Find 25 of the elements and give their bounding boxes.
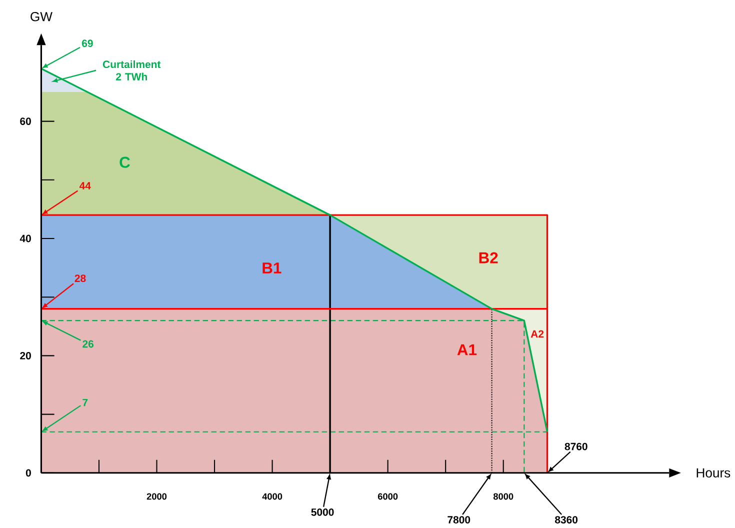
x-tick-label: 8000 [493,493,514,500]
y-tick-label: 40 [20,234,31,242]
y-tick-label: 20 [20,352,31,360]
annotation: 69 [82,40,93,48]
y-tick-label: 60 [20,118,31,126]
annotation: 26 [82,340,94,348]
annotation: 28 [74,274,86,282]
annotation: 8360 [555,516,578,524]
annotation: 7800 [448,516,470,524]
annotation: 44 [79,182,91,190]
annotation: A2 [530,330,544,338]
annotation: B2 [479,252,498,264]
annotation: A1 [457,344,477,356]
x-axis-title: Hours [696,468,730,478]
annotation: B1 [262,262,282,274]
y-tick-label: 0 [26,469,31,477]
annotation: 7 [82,399,88,406]
x-tick-label: 4000 [262,493,282,500]
x-tick-label: 6000 [378,493,398,500]
y-axis-title: GW [30,12,52,22]
annotation: C [120,156,130,168]
annotation: 5000 [311,508,334,516]
x-tick-label: 2000 [146,493,167,500]
annotation: 8760 [564,442,588,450]
annotation: Curtailment 2 TWh [102,60,161,80]
